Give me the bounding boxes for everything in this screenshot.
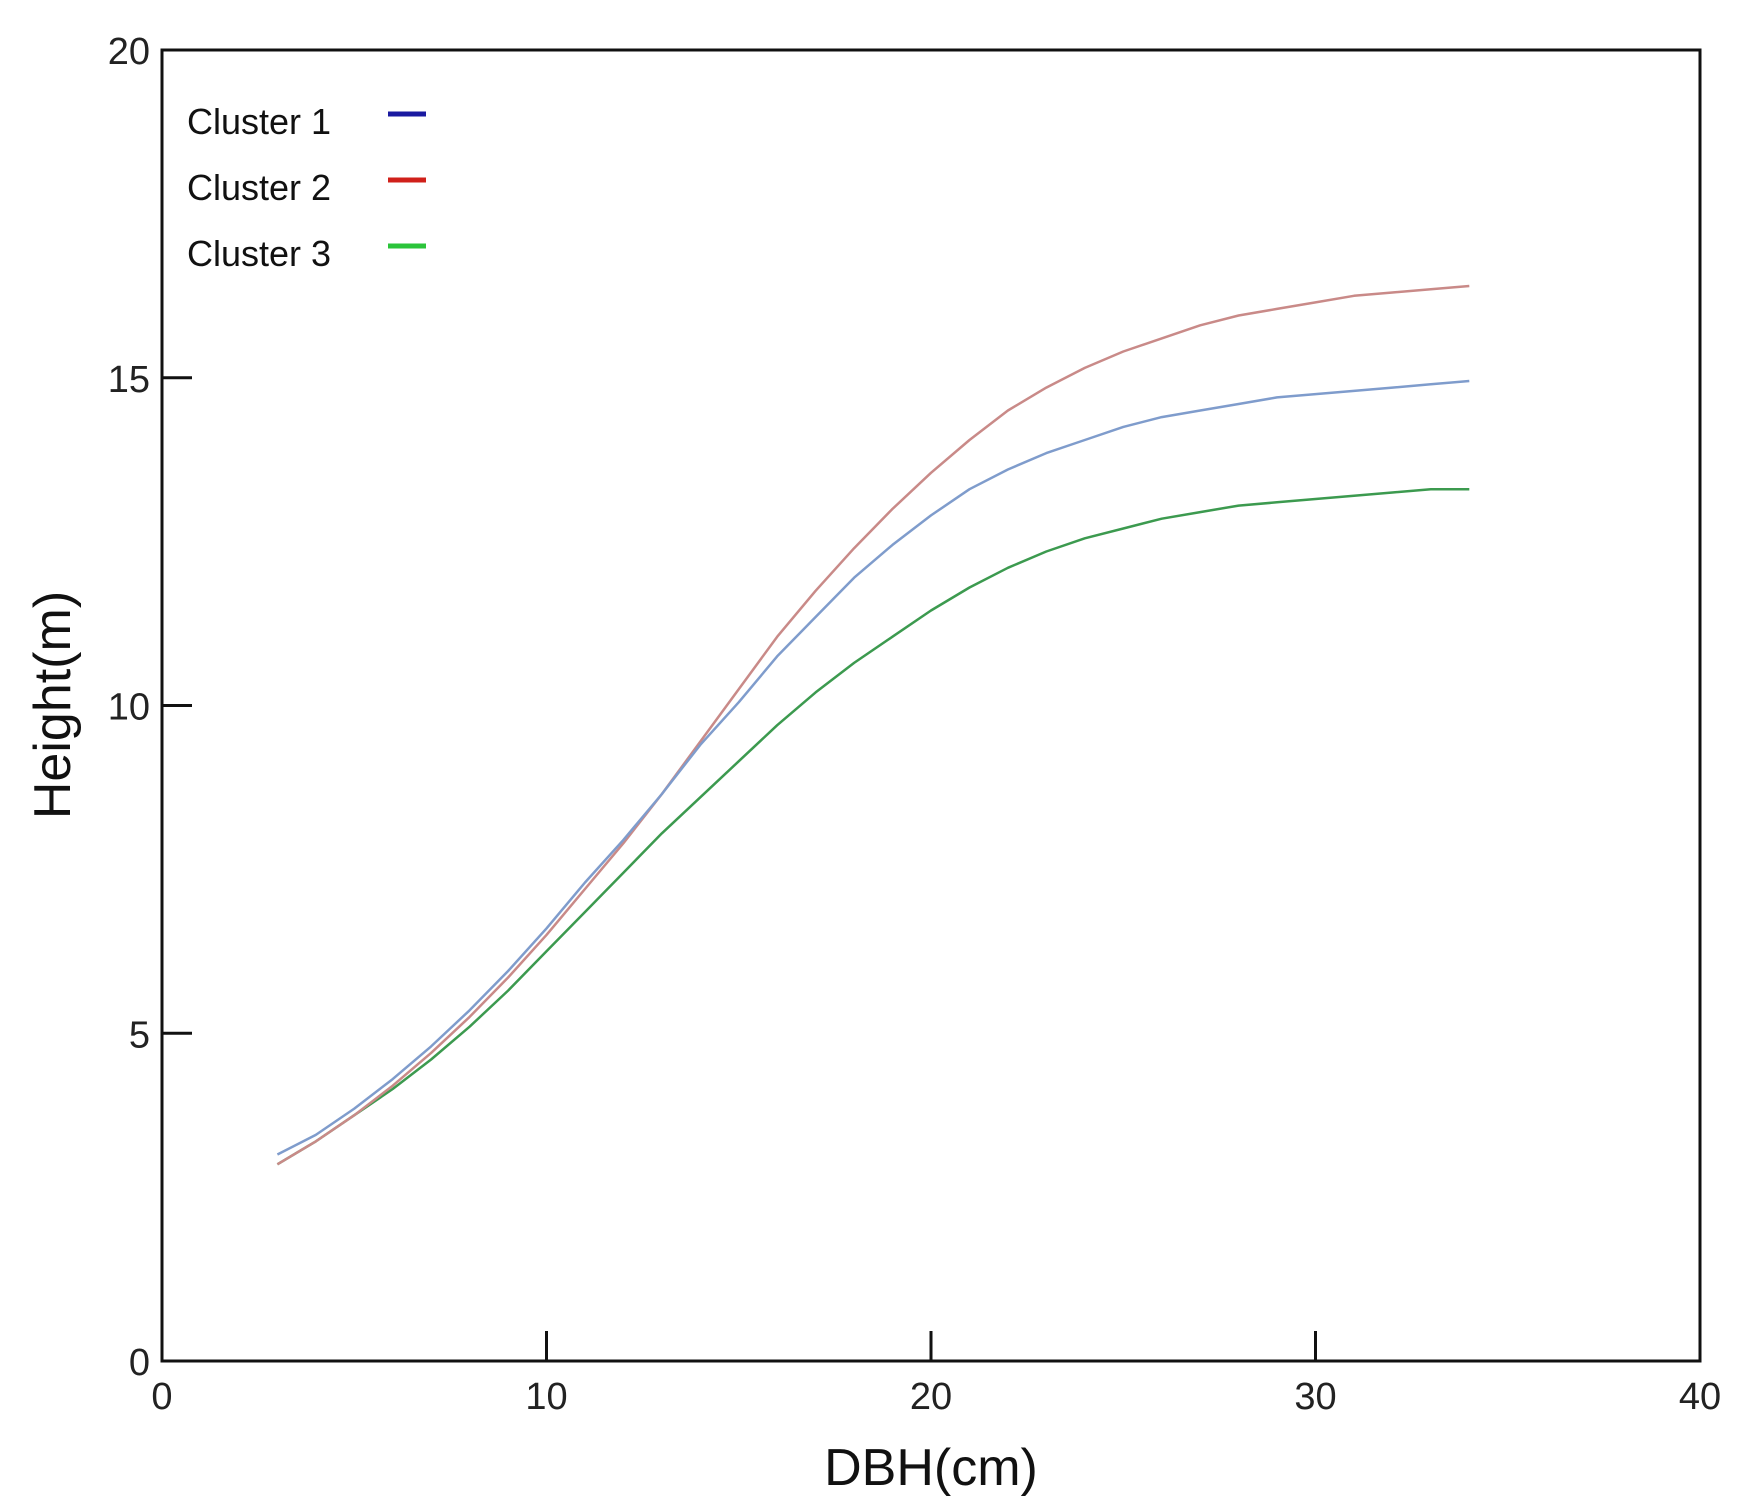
series-line-cluster-1 [276,379,1470,1156]
x-tick-label: 20 [910,1376,952,1418]
legend-label-cluster-1: Cluster 1 [187,101,331,142]
y-tick-label: 15 [108,359,150,401]
legend-label-cluster-2: Cluster 2 [187,167,331,208]
y-axis: 0 5 10 15 20 [108,31,192,1384]
x-tick-label: 0 [151,1376,172,1418]
legend: Cluster 1 Cluster 2 Cluster 3 [187,101,426,274]
y-axis-title: Height(m) [24,591,82,819]
x-tick-label: 30 [1294,1376,1336,1418]
x-axis-title: DBH(cm) [824,1439,1038,1497]
x-tick-label: 10 [525,1376,567,1418]
series-layer [276,284,1470,1166]
legend-label-cluster-3: Cluster 3 [187,233,331,274]
x-tick-label: 40 [1679,1376,1721,1418]
series-line-cluster-3 [276,487,1470,1166]
y-tick-label: 5 [129,1014,150,1056]
series-line-cluster-2 [276,284,1470,1166]
y-tick-label: 0 [129,1342,150,1384]
x-axis: 0 10 20 30 40 [151,1331,1721,1418]
y-tick-label: 10 [108,687,150,729]
y-tick-label: 20 [108,31,150,73]
